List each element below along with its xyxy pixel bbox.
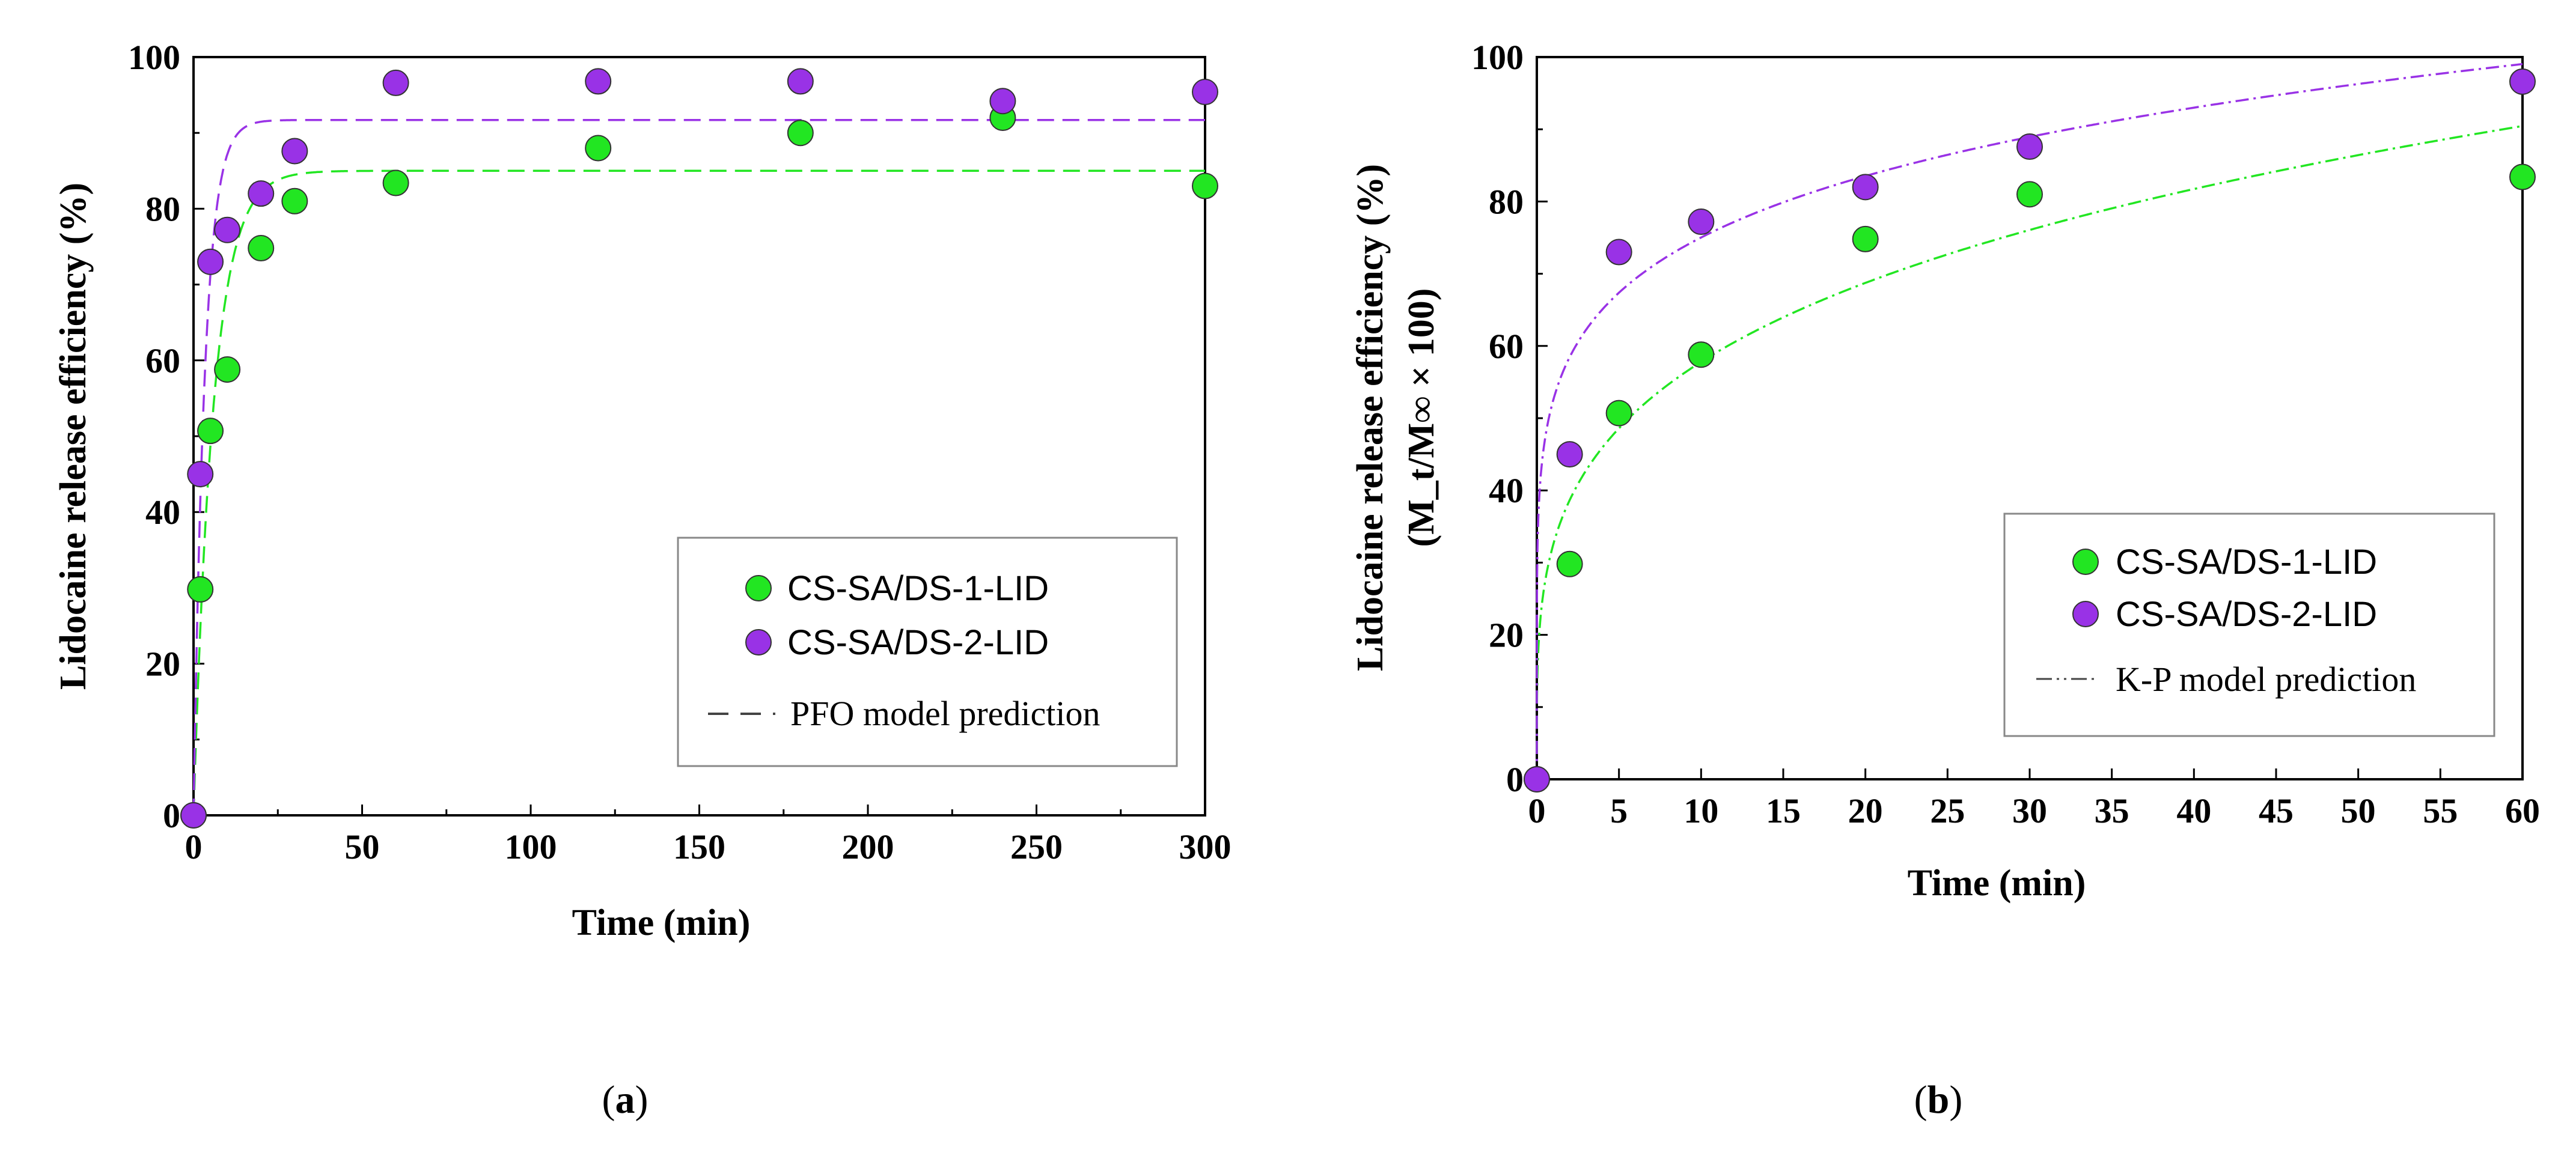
data-point bbox=[1556, 550, 1583, 577]
panel-label-b: (b) bbox=[1914, 1078, 1963, 1122]
x-tick-label: 150 bbox=[673, 827, 725, 866]
data-point bbox=[1605, 400, 1632, 427]
x-axis-label-a: Time (min) bbox=[572, 902, 751, 943]
data-point bbox=[2016, 181, 2043, 208]
data-points-b bbox=[1524, 68, 2536, 792]
x-tick-label: 100 bbox=[505, 827, 557, 866]
data-point bbox=[1688, 341, 1715, 368]
data-points-a bbox=[180, 68, 1218, 829]
data-point bbox=[248, 180, 275, 207]
data-point bbox=[1192, 79, 1218, 106]
x-tick-label: 200 bbox=[842, 827, 894, 866]
x-tick-label: 25 bbox=[1930, 791, 1965, 830]
x-tick-label: 45 bbox=[2259, 791, 2294, 830]
model-curve bbox=[1536, 62, 2523, 780]
y-tick-label: 100 bbox=[128, 38, 180, 77]
y-tick-label: 20 bbox=[145, 645, 180, 684]
model-curve bbox=[192, 118, 1205, 816]
x-tick-label: 50 bbox=[345, 827, 380, 866]
axis-ticks-a: 0 50 100 150 200 250 300 0 20 40 60 80 100 bbox=[128, 38, 1232, 866]
model-curve bbox=[1536, 125, 2523, 780]
data-point bbox=[187, 461, 214, 488]
y-tick-label: 100 bbox=[1471, 38, 1524, 77]
legend-b: CS-SA/DS-1-LID CS-SA/DS-2-LID K-P model … bbox=[2003, 513, 2495, 737]
data-point bbox=[214, 216, 241, 243]
y-tick-label: 80 bbox=[1489, 182, 1524, 221]
data-point bbox=[382, 169, 409, 196]
x-tick-label: 15 bbox=[1766, 791, 1801, 830]
x-tick-label: 5 bbox=[1610, 791, 1628, 830]
x-tick-label: 10 bbox=[1683, 791, 1718, 830]
x-tick-label: 0 bbox=[185, 827, 203, 866]
model-curve bbox=[192, 169, 1205, 816]
data-point bbox=[197, 418, 224, 445]
x-tick-label: 35 bbox=[2095, 791, 2129, 830]
data-point bbox=[787, 68, 814, 95]
data-point bbox=[1852, 225, 1879, 252]
data-point bbox=[1556, 441, 1583, 468]
y-tick-label: 20 bbox=[1489, 616, 1524, 655]
data-point bbox=[197, 248, 224, 275]
data-point bbox=[1605, 239, 1632, 266]
data-point bbox=[2509, 68, 2536, 95]
y-axis-label-a: Lidocaine release efficiency (%) bbox=[53, 183, 94, 690]
data-point bbox=[1524, 766, 1550, 792]
x-tick-label: 55 bbox=[2423, 791, 2458, 830]
data-point bbox=[1192, 172, 1218, 199]
data-point bbox=[281, 138, 308, 165]
legend-marker-series-2-a bbox=[745, 629, 772, 656]
data-point bbox=[2509, 163, 2536, 190]
legend-marker-series-1-a bbox=[745, 575, 772, 601]
y-tick-label: 0 bbox=[1506, 760, 1524, 799]
y-tick-label: 40 bbox=[145, 493, 180, 532]
legend-label-series-2-a: CS-SA/DS-2-LID bbox=[787, 623, 1049, 662]
model-curves-a bbox=[192, 118, 1205, 816]
data-point bbox=[787, 120, 814, 147]
legend-label-series-2-b: CS-SA/DS-2-LID bbox=[2116, 595, 2377, 634]
data-point bbox=[281, 187, 308, 214]
panel-label-a: (a) bbox=[602, 1078, 649, 1122]
x-tick-label: 30 bbox=[2012, 791, 2047, 830]
y-axis-label-b: Lidocaine release efficiency (%) bbox=[1350, 164, 1391, 671]
legend-label-series-1-a: CS-SA/DS-1-LID bbox=[787, 569, 1049, 608]
x-tick-label: 0 bbox=[1528, 791, 1546, 830]
data-point bbox=[2016, 133, 2043, 160]
y-tick-label: 0 bbox=[163, 796, 180, 835]
legend-label-model-a: PFO model prediction bbox=[790, 694, 1100, 733]
x-tick-label: 60 bbox=[2505, 791, 2540, 830]
data-point bbox=[1852, 174, 1879, 201]
data-point bbox=[585, 68, 612, 95]
x-tick-label: 300 bbox=[1179, 827, 1232, 866]
y-axis-label-2-b: (M_t/M∞ × 100) bbox=[1401, 288, 1442, 547]
legend-a: CS-SA/DS-1-LID CS-SA/DS-2-LID PFO model … bbox=[677, 537, 1178, 767]
y-tick-label: 60 bbox=[1489, 327, 1524, 366]
data-point bbox=[180, 802, 207, 829]
data-point bbox=[585, 135, 612, 162]
data-point bbox=[248, 235, 275, 262]
data-point bbox=[187, 576, 214, 603]
legend-marker-series-2-b bbox=[2072, 601, 2099, 627]
chart-panel-a: 0 50 100 150 200 250 300 0 20 40 60 80 100 Time (min… bbox=[53, 38, 1232, 1122]
data-point bbox=[214, 356, 241, 383]
y-tick-label: 80 bbox=[145, 189, 180, 228]
x-axis-label-b: Time (min) bbox=[1908, 863, 2086, 904]
x-tick-label: 250 bbox=[1010, 827, 1063, 866]
legend-marker-series-1-b bbox=[2072, 549, 2099, 575]
x-tick-label: 50 bbox=[2341, 791, 2376, 830]
x-tick-label: 40 bbox=[2176, 791, 2211, 830]
data-point bbox=[1688, 208, 1715, 236]
model-curves-b bbox=[1536, 62, 2523, 780]
data-point bbox=[989, 88, 1016, 115]
y-tick-label: 40 bbox=[1489, 471, 1524, 510]
legend-label-series-1-b: CS-SA/DS-1-LID bbox=[2116, 543, 2377, 582]
chart-panel-b: 0 5 10 15 20 25 30 35 40 45 50 55 60 0 20 40 60 80 100 Tim… bbox=[1350, 38, 2540, 1122]
legend-label-model-b: K-P model prediction bbox=[2116, 660, 2416, 699]
x-tick-label: 20 bbox=[1848, 791, 1883, 830]
y-tick-label: 60 bbox=[145, 341, 180, 380]
data-point bbox=[382, 69, 409, 96]
